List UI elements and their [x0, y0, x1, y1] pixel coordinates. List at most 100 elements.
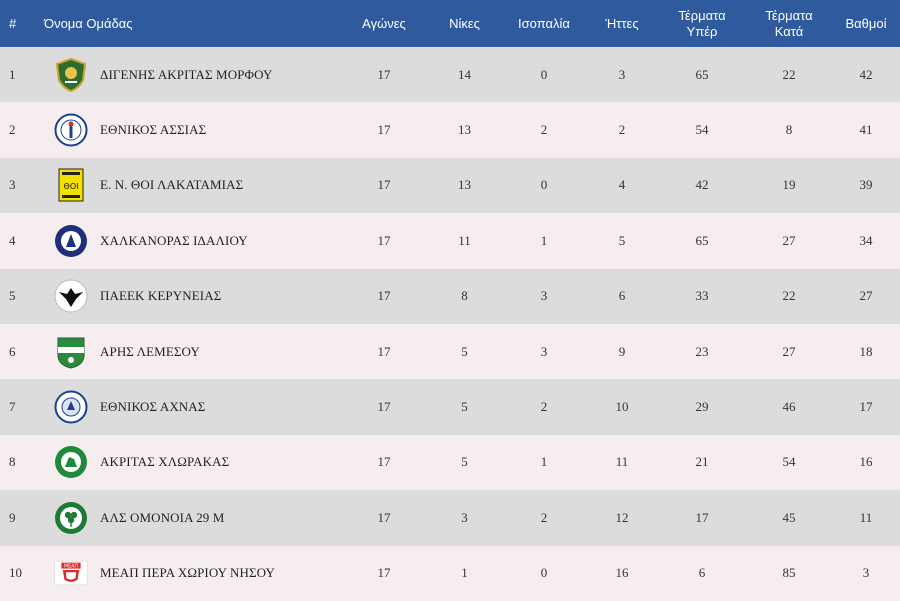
- wins-cell: 5: [461, 343, 468, 359]
- goals-for-cell: 29: [695, 399, 709, 415]
- ethnikos-assias-crest-icon: [54, 113, 88, 147]
- svg-text:ΜΕΑΠ: ΜΕΑΠ: [64, 564, 78, 570]
- header-goals-for[interactable]: Τέρματα Υπέρ: [678, 7, 726, 39]
- thoi-lakatamias-crest-icon: ΘΟΙ: [54, 168, 88, 202]
- draws-cell: 1: [540, 232, 548, 248]
- goals-against-cell: 22: [782, 66, 796, 82]
- goals-for-cell: 21: [695, 454, 709, 470]
- played-cell: 17: [377, 454, 391, 470]
- table-row[interactable]: 5 ΠΑΕΕΚ ΚΕΡΥΝΕΙΑΣ 17 8 3 6 33 22 27: [0, 268, 900, 324]
- losses-cell: 12: [615, 509, 629, 525]
- team-cell: ΠΑΕΕΚ ΚΕΡΥΝΕΙΑΣ: [44, 269, 341, 324]
- played-cell: 17: [377, 66, 391, 82]
- wins-cell: 3: [461, 509, 468, 525]
- header-position[interactable]: #: [9, 15, 17, 31]
- position-cell: 2: [9, 122, 16, 138]
- team-name[interactable]: ΕΘΝΙΚΟΣ ΑΣΣΙΑΣ: [100, 122, 207, 138]
- paeek-eagle-crest-icon: [54, 279, 88, 313]
- points-cell: 11: [859, 509, 873, 525]
- team-name[interactable]: ΑΚΡΙΤΑΣ ΧΛΩΡΑΚΑΣ: [100, 454, 230, 470]
- svg-text:ΘΟΙ: ΘΟΙ: [64, 182, 79, 191]
- goals-against-cell: 27: [782, 232, 796, 248]
- team-name[interactable]: ΔΙΓΕΝΗΣ ΑΚΡΙΤΑΣ ΜΟΡΦΟΥ: [100, 66, 273, 82]
- draws-cell: 2: [540, 399, 548, 415]
- team-name[interactable]: ΑΛΣ ΟΜΟΝΟΙΑ 29 Μ: [100, 509, 225, 525]
- table-row[interactable]: 3 ΘΟΙ Ε. Ν. ΘΟΙ ΛΑΚΑΤΑΜΙΑΣ 17 13 0 4 42 19 39: [0, 157, 900, 214]
- played-cell: 17: [377, 232, 391, 248]
- losses-cell: 2: [618, 122, 626, 138]
- draws-cell: 0: [540, 565, 548, 581]
- position-cell: 5: [9, 288, 16, 304]
- draws-cell: 1: [540, 454, 548, 470]
- position-cell: 1: [9, 66, 16, 82]
- table-row[interactable]: 1 ΔΙΓΕΝΗΣ ΑΚΡΙΤΑΣ ΜΟΡΦΟΥ 17 14 0 3 65 22 42: [0, 47, 900, 103]
- points-cell: 39: [859, 177, 873, 193]
- table-row[interactable]: 10 ΜΕΑΠ ΜΕΑΠ ΠΕΡΑ ΧΩΡΙΟΥ ΝΗΣΟΥ 17 1 0 16 6 85 3: [0, 545, 900, 601]
- team-cell: ΕΘΝΙΚΟΣ ΑΧΝΑΣ: [44, 379, 341, 434]
- team-name[interactable]: ΠΑΕΕΚ ΚΕΡΥΝΕΙΑΣ: [100, 288, 222, 304]
- draws-cell: 2: [540, 122, 548, 138]
- chalkanoras-crest-icon: [54, 224, 88, 258]
- goals-for-cell: 42: [695, 177, 709, 193]
- goals-for-cell: 33: [695, 288, 709, 304]
- played-cell: 17: [377, 122, 391, 138]
- table-row[interactable]: 4 ΧΑΛΚΑΝΟΡΑΣ ΙΔΑΛΙΟΥ 17 11 1 5 65 27 34: [0, 213, 900, 269]
- goals-against-cell: 85: [782, 565, 796, 581]
- table-row[interactable]: 7 ΕΘΝΙΚΟΣ ΑΧΝΑΣ 17 5 2 10 29 46 17: [0, 379, 900, 435]
- goals-against-cell: 54: [782, 454, 796, 470]
- points-cell: 41: [859, 122, 873, 138]
- team-cell: ΕΘΝΙΚΟΣ ΑΣΣΙΑΣ: [44, 102, 341, 157]
- losses-cell: 11: [615, 454, 629, 470]
- goals-against-cell: 46: [782, 399, 796, 415]
- team-cell: ΧΑΛΚΑΝΟΡΑΣ ΙΔΑΛΙΟΥ: [44, 213, 341, 268]
- akritas-chlorakas-crest-icon: [54, 445, 88, 479]
- table-row[interactable]: 6 ΑΡΗΣ ΛΕΜΕΣΟΥ 17 5 3 9 23 27 18: [0, 323, 900, 380]
- omonoia-29m-crest-icon: [54, 501, 88, 535]
- draws-cell: 0: [540, 177, 548, 193]
- points-cell: 17: [859, 399, 873, 415]
- goals-against-cell: 8: [785, 122, 793, 138]
- header-team-name[interactable]: Όνομα Ομάδας: [44, 15, 133, 31]
- table-row[interactable]: 9 ΑΛΣ ΟΜΟΝΟΙΑ 29 Μ 17 3 2 12 17 45 11: [0, 490, 900, 546]
- header-wins[interactable]: Νίκες: [449, 15, 480, 31]
- draws-cell: 0: [540, 66, 548, 82]
- header-losses[interactable]: Ήττες: [605, 15, 639, 31]
- played-cell: 17: [377, 399, 391, 415]
- losses-cell: 5: [618, 232, 626, 248]
- points-cell: 18: [859, 343, 873, 359]
- meap-crest-icon: ΜΕΑΠ: [54, 556, 88, 590]
- table-row[interactable]: 2 ΕΘΝΙΚΟΣ ΑΣΣΙΑΣ 17 13 2 2 54 8 41: [0, 102, 900, 158]
- team-name[interactable]: Ε. Ν. ΘΟΙ ΛΑΚΑΤΑΜΙΑΣ: [100, 177, 244, 193]
- team-name[interactable]: ΧΑΛΚΑΝΟΡΑΣ ΙΔΑΛΙΟΥ: [100, 232, 248, 248]
- header-goals-against[interactable]: Τέρματα Κατά: [765, 7, 813, 39]
- wins-cell: 11: [458, 232, 471, 248]
- played-cell: 17: [377, 288, 391, 304]
- team-name[interactable]: ΜΕΑΠ ΠΕΡΑ ΧΩΡΙΟΥ ΝΗΣΟΥ: [100, 565, 276, 581]
- header-played[interactable]: Αγώνες: [362, 15, 406, 31]
- losses-cell: 10: [615, 399, 629, 415]
- team-cell: ΔΙΓΕΝΗΣ ΑΚΡΙΤΑΣ ΜΟΡΦΟΥ: [44, 47, 341, 102]
- wins-cell: 8: [461, 288, 468, 304]
- wins-cell: 13: [458, 177, 471, 193]
- team-cell: ΑΚΡΙΤΑΣ ΧΛΩΡΑΚΑΣ: [44, 435, 341, 490]
- team-cell: ΑΡΗΣ ΛΕΜΕΣΟΥ: [44, 324, 341, 379]
- wins-cell: 13: [458, 122, 471, 138]
- position-cell: 6: [9, 343, 16, 359]
- goals-against-cell: 22: [782, 288, 796, 304]
- wins-cell: 1: [461, 565, 468, 581]
- team-name[interactable]: ΕΘΝΙΚΟΣ ΑΧΝΑΣ: [100, 399, 206, 415]
- goals-for-cell: 65: [695, 232, 709, 248]
- header-draws[interactable]: Ισοπαλία: [518, 15, 570, 31]
- goals-for-cell: 17: [695, 509, 709, 525]
- table-row[interactable]: 8 ΑΚΡΙΤΑΣ ΧΛΩΡΑΚΑΣ 17 5 1 11 21 54 16: [0, 434, 900, 491]
- wins-cell: 5: [461, 399, 468, 415]
- goals-for-cell: 54: [695, 122, 709, 138]
- points-cell: 16: [859, 454, 873, 470]
- header-points[interactable]: Βαθμοί: [845, 15, 887, 31]
- position-cell: 7: [9, 399, 16, 415]
- team-name[interactable]: ΑΡΗΣ ΛΕΜΕΣΟΥ: [100, 343, 200, 359]
- wins-cell: 5: [461, 454, 468, 470]
- losses-cell: 4: [618, 177, 626, 193]
- ethnikos-achnas-crest-icon: [54, 390, 88, 424]
